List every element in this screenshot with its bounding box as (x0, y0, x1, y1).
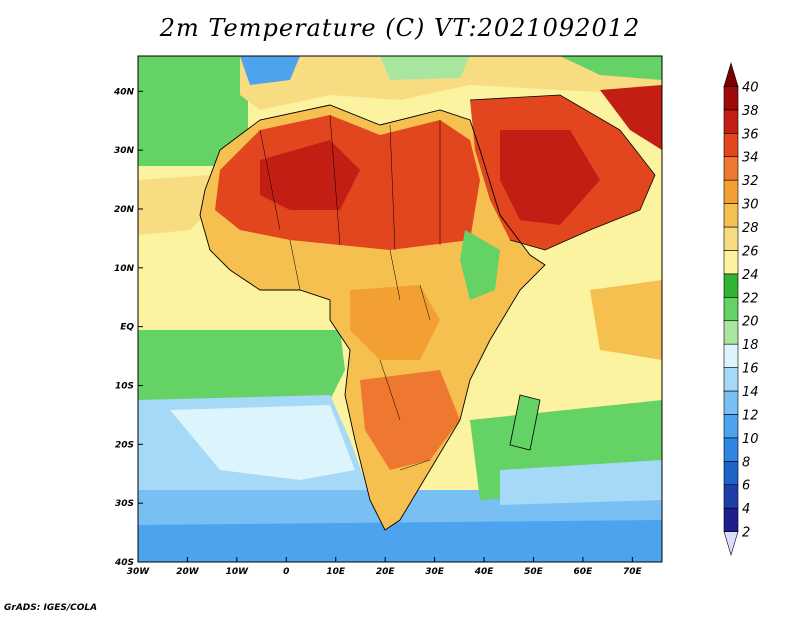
colorbar-level-label: 34 (742, 151, 759, 166)
colorbar-boxes (723, 61, 739, 557)
colorbar-box (723, 343, 739, 368)
lat-tick-label: 20N (114, 205, 135, 215)
colorbar-box (723, 203, 739, 228)
colorbar-box (723, 109, 739, 134)
colorbar-box (723, 273, 739, 298)
colorbar-box (723, 484, 739, 509)
colorbar-box (723, 437, 739, 462)
colorbar-low-triangle (723, 531, 739, 557)
lat-tick-label: EQ (120, 323, 134, 333)
lon-tick-label: 20E (376, 567, 396, 577)
africa-coastline (199, 104, 546, 531)
colorbar-level-label: 10 (742, 432, 759, 447)
south-atlantic-pale (170, 405, 355, 480)
longitude-ticks: 30W 20W 10W 0 10E 20E 30E 40E 50E 60E 70E (127, 557, 643, 577)
lon-tick-label: 50E (524, 567, 544, 577)
colorbar-level-label: 18 (742, 338, 759, 353)
colorbar-level-label: 16 (742, 362, 759, 377)
lon-tick-label: 0 (283, 567, 289, 577)
colorbar-box (723, 414, 739, 439)
lon-tick-label: 70E (623, 567, 643, 577)
lon-tick-label: 10W (226, 567, 250, 577)
latitude-ticks: 40N 30N 20N 10N EQ 10S 20S 30S 40S (113, 87, 143, 568)
colorbar-box (723, 320, 739, 345)
lon-tick-label: 10E (326, 567, 346, 577)
arabia-coastline (469, 94, 656, 251)
lon-tick-label: 30E (425, 567, 445, 577)
colorbar-level-label: 38 (742, 104, 759, 119)
southern-africa-interior (360, 370, 460, 470)
indian-ocean-warm (590, 280, 662, 360)
arabia-hottest (500, 130, 600, 225)
colorbar-level-label: 26 (742, 244, 759, 259)
colorbar-level-label: 30 (742, 198, 759, 213)
lat-tick-label: 10S (115, 381, 134, 391)
map-frame (137, 55, 663, 563)
colorbar-high-triangle (723, 61, 739, 87)
lat-tick-label: 40S (114, 558, 134, 568)
colorbar-level-label: 28 (742, 221, 759, 236)
colorbar-box (723, 460, 739, 486)
iberia-cool (240, 56, 300, 85)
canary-warm (138, 175, 215, 235)
country-borders (259, 114, 441, 471)
mediterranean-region (240, 56, 662, 110)
lat-tick-label: 20S (115, 440, 134, 450)
colorbar-level-label: 14 (742, 385, 759, 400)
ethiopian-highlands (460, 230, 500, 300)
lat-tick-label: 30N (114, 146, 135, 156)
colorbar-level-label: 40 (742, 80, 759, 95)
caucasus-cool (560, 56, 662, 80)
colorbar-level-label: 20 (742, 315, 759, 330)
colorbar-box (723, 250, 739, 275)
lon-tick-label: 30W (127, 567, 151, 577)
colorbar-box (723, 390, 739, 415)
colorbar-box (723, 226, 739, 251)
colorbar-box (723, 367, 739, 392)
indian-ocean-blue (500, 460, 662, 505)
colorbar-level-label: 12 (742, 408, 759, 423)
colorbar-level-label: 22 (742, 291, 759, 306)
colorbar-box (723, 296, 739, 322)
madagascar-coastline (509, 394, 541, 451)
colorbar-level-label: 24 (742, 268, 759, 283)
colorbar-level-label: 2 (742, 526, 750, 541)
map-title: 2m Temperature (C) VT:2021092012 (159, 14, 641, 42)
south-atlantic-green (138, 330, 345, 410)
colorbar-box (723, 86, 739, 111)
colorbar-level-label: 8 (742, 455, 750, 470)
congo-basin (350, 285, 440, 360)
balkans-cool (380, 56, 470, 80)
colorbar-box (723, 156, 739, 181)
sahara-hottest (260, 140, 360, 210)
lat-tick-label: 30S (115, 499, 134, 509)
colorbar-box (723, 179, 739, 204)
lon-tick-label: 20W (176, 567, 200, 577)
lon-tick-label: 60E (574, 567, 594, 577)
grads-credit: GrADS: IGES/COLA (4, 603, 98, 613)
southern-ocean-deep-blue (138, 520, 662, 562)
colorbar-box (723, 132, 739, 158)
colorbar-level-label: 4 (742, 502, 750, 517)
colorbar-level-label: 36 (742, 127, 759, 142)
map-plot-area (138, 56, 662, 562)
lon-tick-label: 40E (474, 567, 495, 577)
colorbar-level-label: 32 (742, 174, 759, 189)
lat-tick-label: 40N (113, 87, 135, 97)
lat-tick-label: 10N (114, 264, 135, 274)
iran-hot (600, 85, 662, 150)
colorbar-box (723, 507, 739, 532)
colorbar-level-label: 6 (742, 479, 750, 494)
